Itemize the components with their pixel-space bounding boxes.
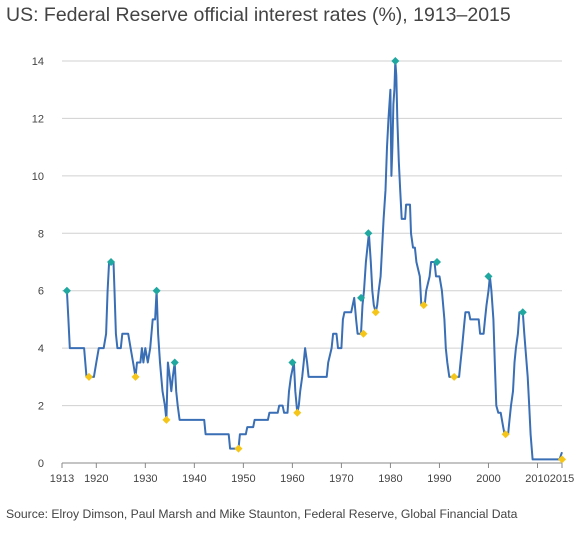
y-tick-label: 10 (32, 171, 44, 183)
x-tick-label: 2000 (476, 473, 500, 485)
series-line (65, 60, 563, 461)
trough-marker (84, 372, 93, 381)
trough-marker (234, 444, 243, 453)
y-tick-label: 14 (32, 56, 44, 68)
x-tick-label: 1980 (378, 473, 402, 485)
x-tick-label: 1930 (133, 473, 157, 485)
y-tick-label: 0 (38, 458, 44, 470)
axes (61, 462, 563, 468)
trough-marker (162, 415, 171, 424)
peak-marker (364, 229, 373, 238)
x-tick-label: 1970 (329, 473, 353, 485)
y-tick-label: 4 (38, 343, 44, 355)
chart-source: Source: Elroy Dimson, Paul Marsh and Mik… (6, 507, 518, 521)
peak-marker (288, 358, 297, 367)
peak-marker (391, 57, 400, 65)
peak-marker (62, 286, 71, 295)
peak-marker (107, 258, 116, 266)
peak-marker (170, 358, 179, 367)
chart-title: US: Federal Reserve official interest ra… (6, 4, 511, 26)
peak-marker (357, 293, 366, 302)
y-tick-labels: 0 2 4 6 8 10 12 14 (32, 56, 44, 470)
markers (62, 57, 566, 464)
x-tick-label: 2015 (550, 473, 574, 485)
trough-marker (501, 430, 510, 439)
grid-lines (62, 60, 562, 407)
peak-marker (152, 286, 161, 295)
trough-marker (371, 308, 380, 317)
x-tick-label: 1920 (84, 473, 108, 485)
trough-marker (359, 329, 368, 338)
trough-marker (419, 301, 428, 310)
trough-marker (558, 455, 566, 464)
peak-marker (484, 272, 493, 281)
peak-marker (433, 258, 441, 266)
peak-marker (518, 308, 527, 317)
y-tick-label: 2 (38, 401, 44, 413)
x-tick-label: 1960 (280, 473, 304, 485)
y-tick-label: 6 (38, 286, 44, 298)
y-tick-label: 12 (32, 113, 44, 125)
y-tick-label: 8 (38, 228, 44, 240)
trough-marker (293, 408, 302, 417)
x-tick-label: 1990 (427, 473, 451, 485)
x-tick-label: 1913 (50, 473, 74, 485)
series (65, 60, 563, 461)
x-tick-labels: 1913 1920 1930 1940 1950 1960 1970 1980 1990 2000… (50, 473, 574, 485)
trough-marker (131, 372, 140, 381)
line-chart: 0 2 4 6 8 10 12 14 1913 1920 1930 1940 1950 1960 1970… (32, 56, 574, 485)
x-tick-label: 2010 (525, 473, 549, 485)
x-tick-label: 1940 (182, 473, 206, 485)
trough-marker (450, 372, 459, 381)
x-tick-label: 1950 (231, 473, 255, 485)
